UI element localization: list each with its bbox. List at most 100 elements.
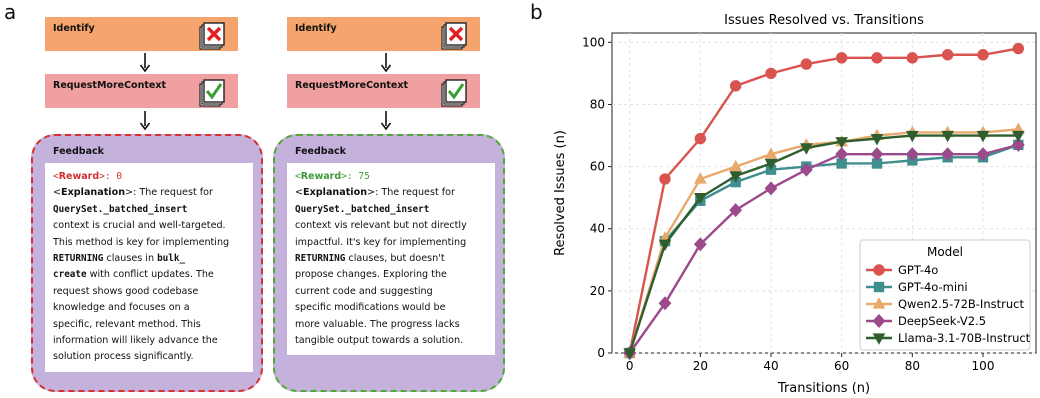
chart-title: Issues Resolved vs. Transitions: [724, 13, 924, 28]
data-point: [906, 52, 919, 64]
feedback-title: Feedback: [53, 146, 104, 157]
data-point: [941, 130, 954, 143]
reward-value: 75: [358, 171, 370, 182]
data-point: [800, 143, 813, 155]
check-icon: [199, 79, 225, 107]
reject-icon: [441, 22, 467, 50]
series-Llama-3.1-70B-Instruct: [623, 130, 1025, 360]
data-point: [658, 239, 672, 252]
feedback-body: <Reward>: 0 <Explanation>: The request f…: [45, 163, 253, 372]
y-tick-label: 60: [590, 160, 605, 174]
legend-label: GPT-4o-mini: [898, 280, 968, 294]
legend-label: GPT-4o: [898, 263, 938, 277]
data-point: [870, 147, 884, 162]
down-arrow-icon: [380, 111, 392, 131]
x-tick-label: 20: [693, 359, 708, 373]
feedback-body: <Reward>: 75 <Explanation>: The request …: [287, 163, 495, 356]
panel-b-letter: b: [530, 0, 543, 24]
legend-marker: [872, 333, 886, 345]
data-point: [871, 52, 883, 64]
ticks: 0 20 40 60 80 100 0 20 40 60 80 100: [582, 35, 994, 373]
data-point: [659, 173, 671, 185]
data-point: [765, 67, 777, 80]
data-point: [693, 237, 707, 252]
feedback-card: Feedback <Reward>: 75 <Explanation>: The…: [273, 134, 505, 392]
x-tick-label: 60: [834, 359, 849, 373]
stage-identify: Identify: [287, 17, 480, 51]
feedback-card: Feedback <Reward>: 0 <Explanation>: The …: [31, 134, 263, 392]
legend-label: Qwen2.5-72B-Instruct: [898, 297, 1024, 311]
data-point: [729, 159, 742, 172]
data-point: [800, 58, 813, 70]
down-arrow-icon: [139, 111, 151, 131]
legend: Model GPT-4o GPT-4o-mini Qwen2.5-72B-Instr…: [859, 239, 1031, 351]
data-point: [905, 147, 919, 162]
data-point: [623, 348, 636, 360]
reward-line: <Reward>: 0: [53, 171, 123, 182]
explanation-text: <Explanation>: The request for QuerySet.…: [295, 187, 467, 347]
x-tick-label: 40: [763, 359, 778, 373]
data-point: [764, 147, 778, 159]
stage-label: Identify: [53, 23, 95, 34]
y-tick-label: 20: [590, 284, 605, 298]
legend-marker: [872, 297, 886, 309]
legend-entry: GPT-4o: [866, 263, 938, 277]
data-point: [1011, 137, 1025, 152]
series: [623, 42, 1025, 360]
panel-a-letter: a: [4, 0, 17, 24]
data-point: [729, 80, 742, 92]
stage-label: RequestMoreContext: [53, 80, 166, 91]
data-point: [764, 181, 778, 196]
data-point: [1012, 130, 1025, 143]
data-point: [799, 162, 813, 177]
stage-label: RequestMoreContext: [295, 80, 408, 91]
data-point: [870, 133, 884, 146]
data-point: [977, 49, 989, 61]
x-tick-label: 80: [905, 359, 920, 373]
legend-entry: GPT-4o-mini: [866, 280, 968, 294]
data-point: [694, 132, 707, 145]
check-icon: [441, 79, 467, 107]
legend-entry: DeepSeek-V2.5: [866, 314, 986, 328]
legend-title: Model: [927, 245, 963, 259]
data-point: [658, 296, 672, 311]
stage-label: Identify: [295, 23, 337, 34]
data-point: [764, 158, 778, 171]
legend-marker: [873, 281, 885, 293]
down-arrow-icon: [380, 53, 392, 73]
legend-entry: Llama-3.1-70B-Instruct: [866, 331, 1031, 345]
data-point: [835, 52, 848, 64]
legend-entry: Qwen2.5-72B-Instruct: [866, 297, 1024, 311]
data-point: [941, 147, 955, 162]
y-tick-label: 0: [597, 346, 605, 360]
y-tick-label: 80: [590, 97, 605, 111]
y-axis-label: Resolved Issues (n): [553, 130, 568, 256]
reject-icon: [199, 22, 225, 50]
data-point: [1012, 42, 1025, 55]
legend-marker: [872, 314, 886, 328]
series-line: [628, 143, 1019, 354]
data-point: [729, 171, 742, 183]
y-tick-label: 40: [590, 222, 605, 236]
stage-request-more-context: RequestMoreContext: [45, 74, 238, 108]
data-point: [835, 137, 848, 149]
data-point: [906, 130, 919, 143]
x-tick-label: 0: [626, 359, 634, 373]
series-line: [628, 134, 1019, 354]
data-point: [976, 130, 990, 143]
reward-line: <Reward>: 75: [295, 171, 370, 182]
legend-label: DeepSeek-V2.5: [898, 314, 986, 328]
x-tick-label: 100: [972, 359, 995, 373]
data-point: [835, 147, 849, 162]
data-point: [694, 193, 707, 205]
data-point: [941, 49, 954, 61]
reward-value: 0: [116, 171, 123, 182]
data-point: [976, 147, 990, 162]
stage-request-more-context: RequestMoreContext: [287, 74, 480, 108]
stage-identify: Identify: [45, 17, 238, 51]
data-point: [729, 203, 743, 218]
down-arrow-icon: [139, 53, 151, 73]
x-axis-label: Transitions (n): [777, 381, 870, 396]
legend-box: [859, 239, 1031, 351]
